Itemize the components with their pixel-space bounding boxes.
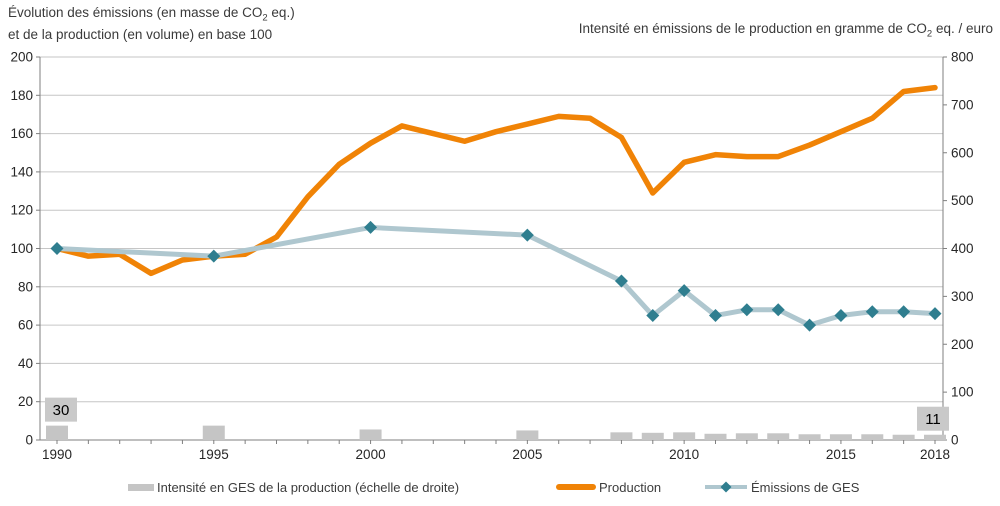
emissions-marker (207, 249, 221, 263)
emissions-marker (646, 309, 660, 323)
legend-line-swatch (556, 484, 596, 490)
left-axis-tick-label: 20 (18, 394, 33, 409)
right-title-text: Intensité en émissions de le production … (578, 21, 927, 36)
left-axis-tick-label: 60 (18, 318, 33, 333)
co2-subscript: 2 (262, 12, 268, 24)
left-axis-tick-label: 160 (10, 126, 33, 141)
bar-value-label: 30 (53, 402, 70, 419)
left-axis-tick-label: 180 (10, 88, 33, 103)
chart-legend: Intensité en GES de la production (échel… (0, 477, 1000, 501)
left-axis-tick-label: 200 (10, 50, 33, 65)
intensity-bar (673, 432, 696, 440)
emissions-marker (834, 309, 848, 323)
right-axis-tick-label: 700 (951, 97, 974, 112)
legend-item-emissions: Émissions de GES (704, 477, 859, 497)
right-axis-tick-label: 0 (951, 433, 959, 448)
emissions-marker (50, 242, 64, 255)
x-axis-tick-label: 2018 (920, 447, 950, 462)
intensity-bar (892, 434, 915, 440)
emissions-marker (677, 284, 691, 298)
legend-swatch-diamond (720, 481, 732, 493)
bar-value-label: 11 (925, 411, 941, 428)
legend-label: Production (599, 479, 662, 495)
left-axis-tick-label: 100 (10, 241, 33, 256)
left-title-line1: Évolution des émissions (en masse de CO (8, 5, 263, 20)
emissions-marker (897, 305, 911, 319)
x-axis-tick-label: 2005 (512, 447, 542, 462)
legend-label: Intensité en GES de la production (échel… (157, 479, 460, 495)
intensity-bar (202, 425, 225, 440)
left-axis-tick-label: 0 (25, 433, 33, 448)
left-title-line1-end: eq.) (267, 5, 295, 20)
right-axis-tick-label: 300 (951, 289, 974, 304)
intensity-bar (861, 434, 884, 440)
left-title-line2: et de la production (en volume) en base … (8, 26, 273, 42)
x-axis-tick-label: 2000 (356, 447, 386, 462)
emissions-marker (928, 307, 942, 321)
right-axis-tick-label: 800 (951, 50, 974, 65)
right-axis-tick-label: 600 (951, 145, 974, 160)
intensity-bar (704, 433, 727, 440)
emissions-marker (740, 303, 754, 317)
production-line (54, 84, 938, 277)
emissions-marker (520, 228, 534, 242)
x-axis-tick-label: 2010 (669, 447, 699, 462)
emissions-marker (771, 303, 785, 317)
intensity-bar (767, 433, 790, 440)
legend-line-marker-swatch (705, 481, 747, 493)
emissions-marker (614, 274, 628, 288)
left-axis-tick-label: 140 (10, 164, 33, 179)
emissions-marker (803, 318, 817, 332)
emissions-marker (709, 309, 722, 323)
intensity-bar (735, 433, 758, 440)
x-axis-tick-label: 2015 (826, 447, 856, 462)
intensity-bar (924, 434, 946, 440)
x-axis-tick-label: 1990 (42, 447, 72, 462)
emissions-line (54, 224, 938, 328)
right-title-end: eq. / euro (932, 21, 993, 36)
intensity-bar (516, 430, 539, 440)
intensity-bar (46, 425, 68, 440)
right-axis-tick-label: 200 (951, 337, 974, 352)
emissions-marker (364, 220, 378, 234)
left-axis-tick-label: 120 (10, 203, 33, 218)
intensity-bar (798, 434, 821, 440)
co2-subscript-right: 2 (926, 28, 933, 40)
intensity-bar (829, 434, 852, 440)
emissions-marker (865, 305, 879, 319)
legend-item-production: Production (556, 477, 661, 497)
bar-value-label-box (917, 406, 949, 431)
intensity-bar (359, 429, 382, 440)
bar-value-label-box (45, 397, 77, 422)
chart-svg: 0204060801001201401601802000100200300400… (10, 50, 974, 463)
right-axis-title: Intensité en émissions de le production … (579, 21, 993, 43)
intensity-bar (641, 432, 664, 440)
left-axis-tick-label: 80 (18, 279, 33, 294)
right-axis-tick-label: 100 (951, 385, 974, 400)
legend-item-intensity: Intensité en GES de la production (échel… (128, 477, 459, 497)
x-axis-tick-label: 1995 (199, 447, 229, 462)
legend-label: Émissions de GES (751, 479, 860, 495)
left-axis-title: Évolution des émissions (en masse de CO2… (8, 5, 295, 43)
right-axis-tick-label: 400 (951, 241, 974, 256)
intensity-bar (610, 432, 633, 440)
legend-bar-swatch (128, 483, 154, 491)
left-axis-tick-label: 40 (18, 356, 33, 371)
right-axis-tick-label: 500 (951, 193, 974, 208)
